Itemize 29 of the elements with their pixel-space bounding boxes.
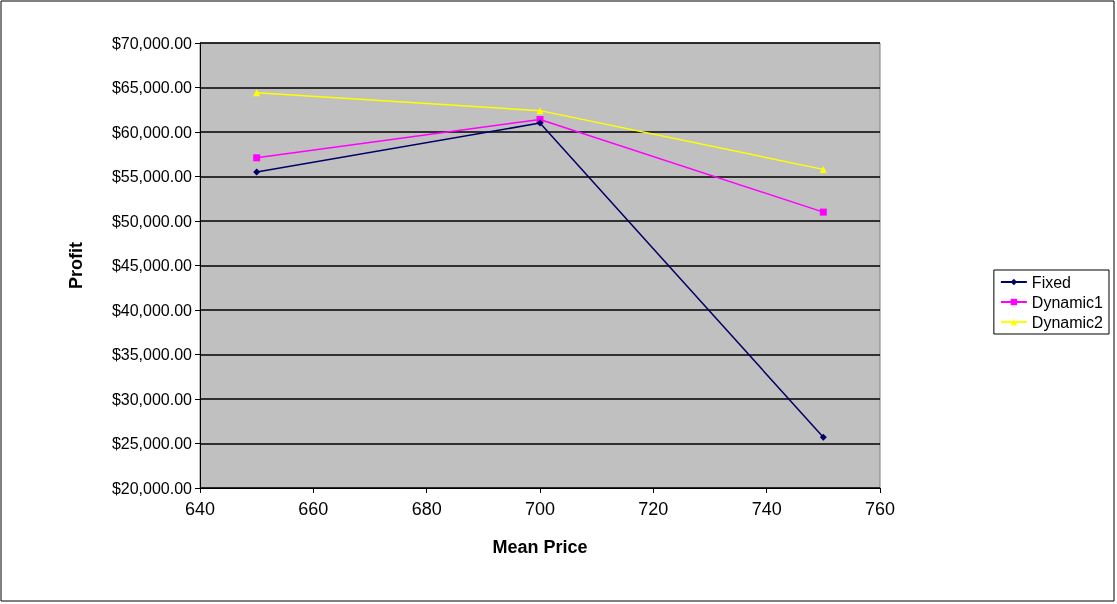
point	[253, 154, 261, 162]
y-tick-label: $30,000.00	[111, 390, 193, 408]
x-tick-label: 700	[524, 499, 556, 519]
point	[819, 208, 827, 216]
point	[819, 433, 827, 441]
y-tick-label: $25,000.00	[111, 435, 193, 452]
y-tick-label: $50,000.00	[111, 212, 193, 230]
x-tick-label: 680	[411, 499, 442, 519]
y-tick-label: $60,000.00	[111, 123, 193, 141]
x-axis-title: Mean Price	[492, 537, 588, 557]
point	[819, 165, 827, 173]
y-tick-label: $55,000.00	[111, 168, 193, 185]
y-tick-label: $35,000.00	[111, 346, 193, 363]
x-tick-label: 640	[184, 499, 216, 519]
x-tick-label: 720	[638, 499, 669, 519]
point	[536, 107, 544, 115]
y-tick-label: $20,000.00	[111, 479, 193, 497]
y-tick-label: $40,000.00	[111, 301, 193, 319]
y-axis-title: Profit	[66, 242, 86, 289]
legend-label: Dynamic2	[1031, 313, 1104, 331]
y-tick-label: $65,000.00	[111, 79, 193, 96]
legend-label: Fixed	[1031, 273, 1071, 291]
legend-label: Dynamic1	[1031, 293, 1104, 311]
x-tick-label: 740	[751, 499, 782, 519]
y-tick-label: $70,000.00	[111, 34, 193, 52]
y-tick-label: $45,000.00	[111, 257, 193, 274]
point	[253, 168, 261, 176]
x-tick-label: 760	[864, 499, 896, 519]
x-tick-label: 660	[298, 499, 329, 519]
